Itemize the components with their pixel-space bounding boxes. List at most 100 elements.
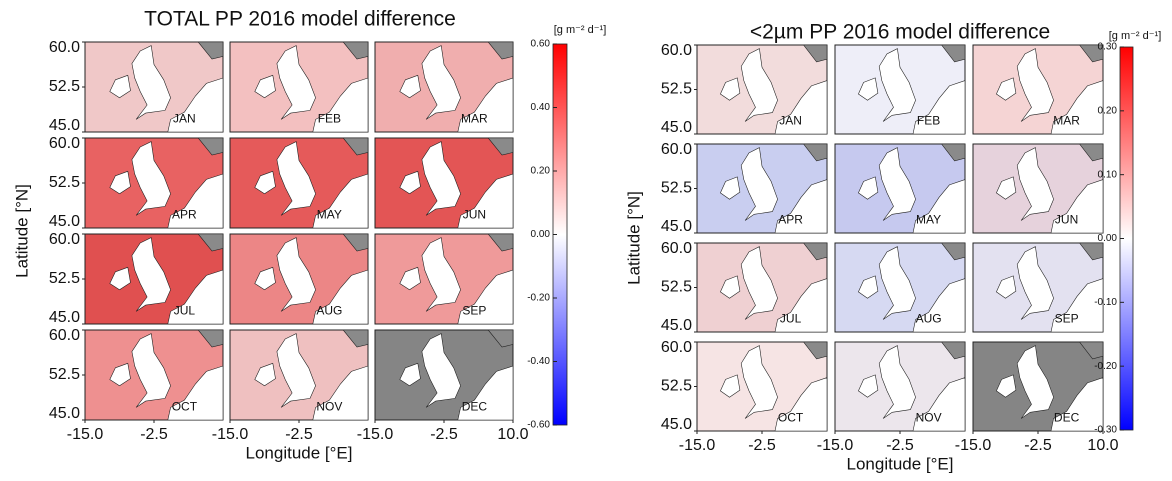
land-norway [487, 329, 514, 348]
colorbar-tick-label: -0.60 [527, 420, 550, 431]
month-label: JUN [463, 208, 486, 222]
month-label: AUG [916, 312, 942, 326]
land-britain [878, 345, 916, 419]
month-label: FEB [318, 112, 341, 126]
land-ireland [109, 170, 131, 195]
month-label: JUN [1055, 213, 1078, 227]
y-tick-label: 52.5 [661, 378, 692, 395]
y-axis-label: Latitude [°N] [12, 184, 31, 278]
month-label: APR [778, 213, 803, 227]
y-tick-label: 45.0 [661, 218, 692, 235]
y-tick-label: 45.0 [661, 119, 692, 136]
land-ireland [720, 176, 741, 200]
land-norway [342, 233, 369, 252]
land-norway [802, 44, 828, 63]
land-britain [421, 237, 461, 312]
y-tick-label: 52.5 [661, 279, 692, 296]
land-norway [197, 137, 224, 156]
land-continent [167, 365, 224, 421]
colorbar-tick-label: -0.30 [1094, 425, 1117, 436]
y-tick-label: 45.0 [49, 405, 80, 422]
land-ireland [399, 74, 421, 99]
x-tick-label: -15.0 [817, 437, 854, 454]
land-continent [457, 173, 514, 229]
month-label: OCT [778, 411, 804, 425]
colorbar-unit: [g m⁻² d⁻¹] [554, 24, 607, 36]
month-label: JAN [173, 112, 196, 126]
month-label: DEC [1054, 411, 1080, 425]
y-tick-label: 52.5 [661, 81, 692, 98]
x-tick-label: -15.0 [955, 437, 992, 454]
land-norway [940, 143, 966, 162]
land-ireland [858, 275, 879, 299]
land-ireland [996, 176, 1017, 200]
y-tick-label: 60.0 [661, 42, 692, 59]
figure-title: TOTAL PP 2016 model difference [144, 8, 456, 31]
y-tick-label: 60.0 [661, 240, 692, 257]
land-norway [487, 41, 514, 60]
land-ireland [399, 170, 421, 195]
land-britain [421, 45, 461, 120]
land-ireland [109, 362, 131, 387]
land-continent [457, 77, 514, 133]
land-britain [421, 333, 461, 408]
x-tick-label: -2.5 [886, 437, 914, 454]
land-britain [131, 141, 171, 216]
colorbar-tick-label: -0.40 [527, 356, 550, 367]
land-ireland [720, 374, 741, 398]
land-ireland [720, 275, 741, 299]
y-tick-label: 45.0 [49, 117, 80, 134]
land-britain [740, 147, 778, 221]
land-norway [487, 233, 514, 252]
month-label: SEP [462, 304, 486, 318]
land-continent [1050, 80, 1104, 135]
land-britain [740, 48, 778, 122]
land-britain [1016, 246, 1054, 320]
land-ireland [399, 266, 421, 291]
land-britain [276, 141, 316, 216]
y-tick-label: 52.5 [49, 78, 80, 95]
land-ireland [996, 374, 1017, 398]
land-britain [878, 147, 916, 221]
land-ireland [109, 266, 131, 291]
x-tick-label: -2.5 [140, 426, 168, 443]
land-continent [1050, 377, 1104, 432]
land-continent [167, 77, 224, 133]
y-tick-label: 60.0 [49, 327, 80, 344]
land-britain [878, 48, 916, 122]
month-label: AUG [316, 304, 342, 318]
land-ireland [720, 77, 741, 101]
land-britain [1016, 48, 1054, 122]
land-britain [131, 333, 171, 408]
month-label: MAR [1053, 114, 1080, 128]
land-continent [774, 278, 828, 333]
land-ireland [254, 74, 276, 99]
month-label: NOV [916, 411, 942, 425]
month-label: JUL [174, 304, 196, 318]
y-tick-label: 60.0 [49, 231, 80, 248]
colorbar-tick-label: 0.60 [531, 39, 551, 50]
land-continent [774, 377, 828, 432]
y-tick-label: 60.0 [49, 39, 80, 56]
land-norway [940, 44, 966, 63]
land-continent [167, 269, 224, 325]
land-norway [1078, 44, 1104, 63]
land-norway [197, 329, 224, 348]
x-tick-label: -15.0 [357, 426, 394, 443]
land-britain [276, 237, 316, 312]
month-label: MAY [916, 213, 941, 227]
colorbar-tick-label: 0.40 [531, 102, 551, 113]
x-tick-label: -15.0 [67, 426, 104, 443]
month-label: JUL [780, 312, 802, 326]
land-continent [912, 377, 966, 432]
x-tick-label: -15.0 [679, 437, 716, 454]
y-tick-label: 60.0 [661, 141, 692, 158]
land-continent [312, 173, 369, 229]
land-ireland [109, 74, 131, 99]
x-tick-label: 10.0 [497, 426, 528, 443]
land-norway [197, 41, 224, 60]
land-continent [312, 269, 369, 325]
x-tick-label: -2.5 [285, 426, 313, 443]
month-label: JAN [779, 114, 802, 128]
